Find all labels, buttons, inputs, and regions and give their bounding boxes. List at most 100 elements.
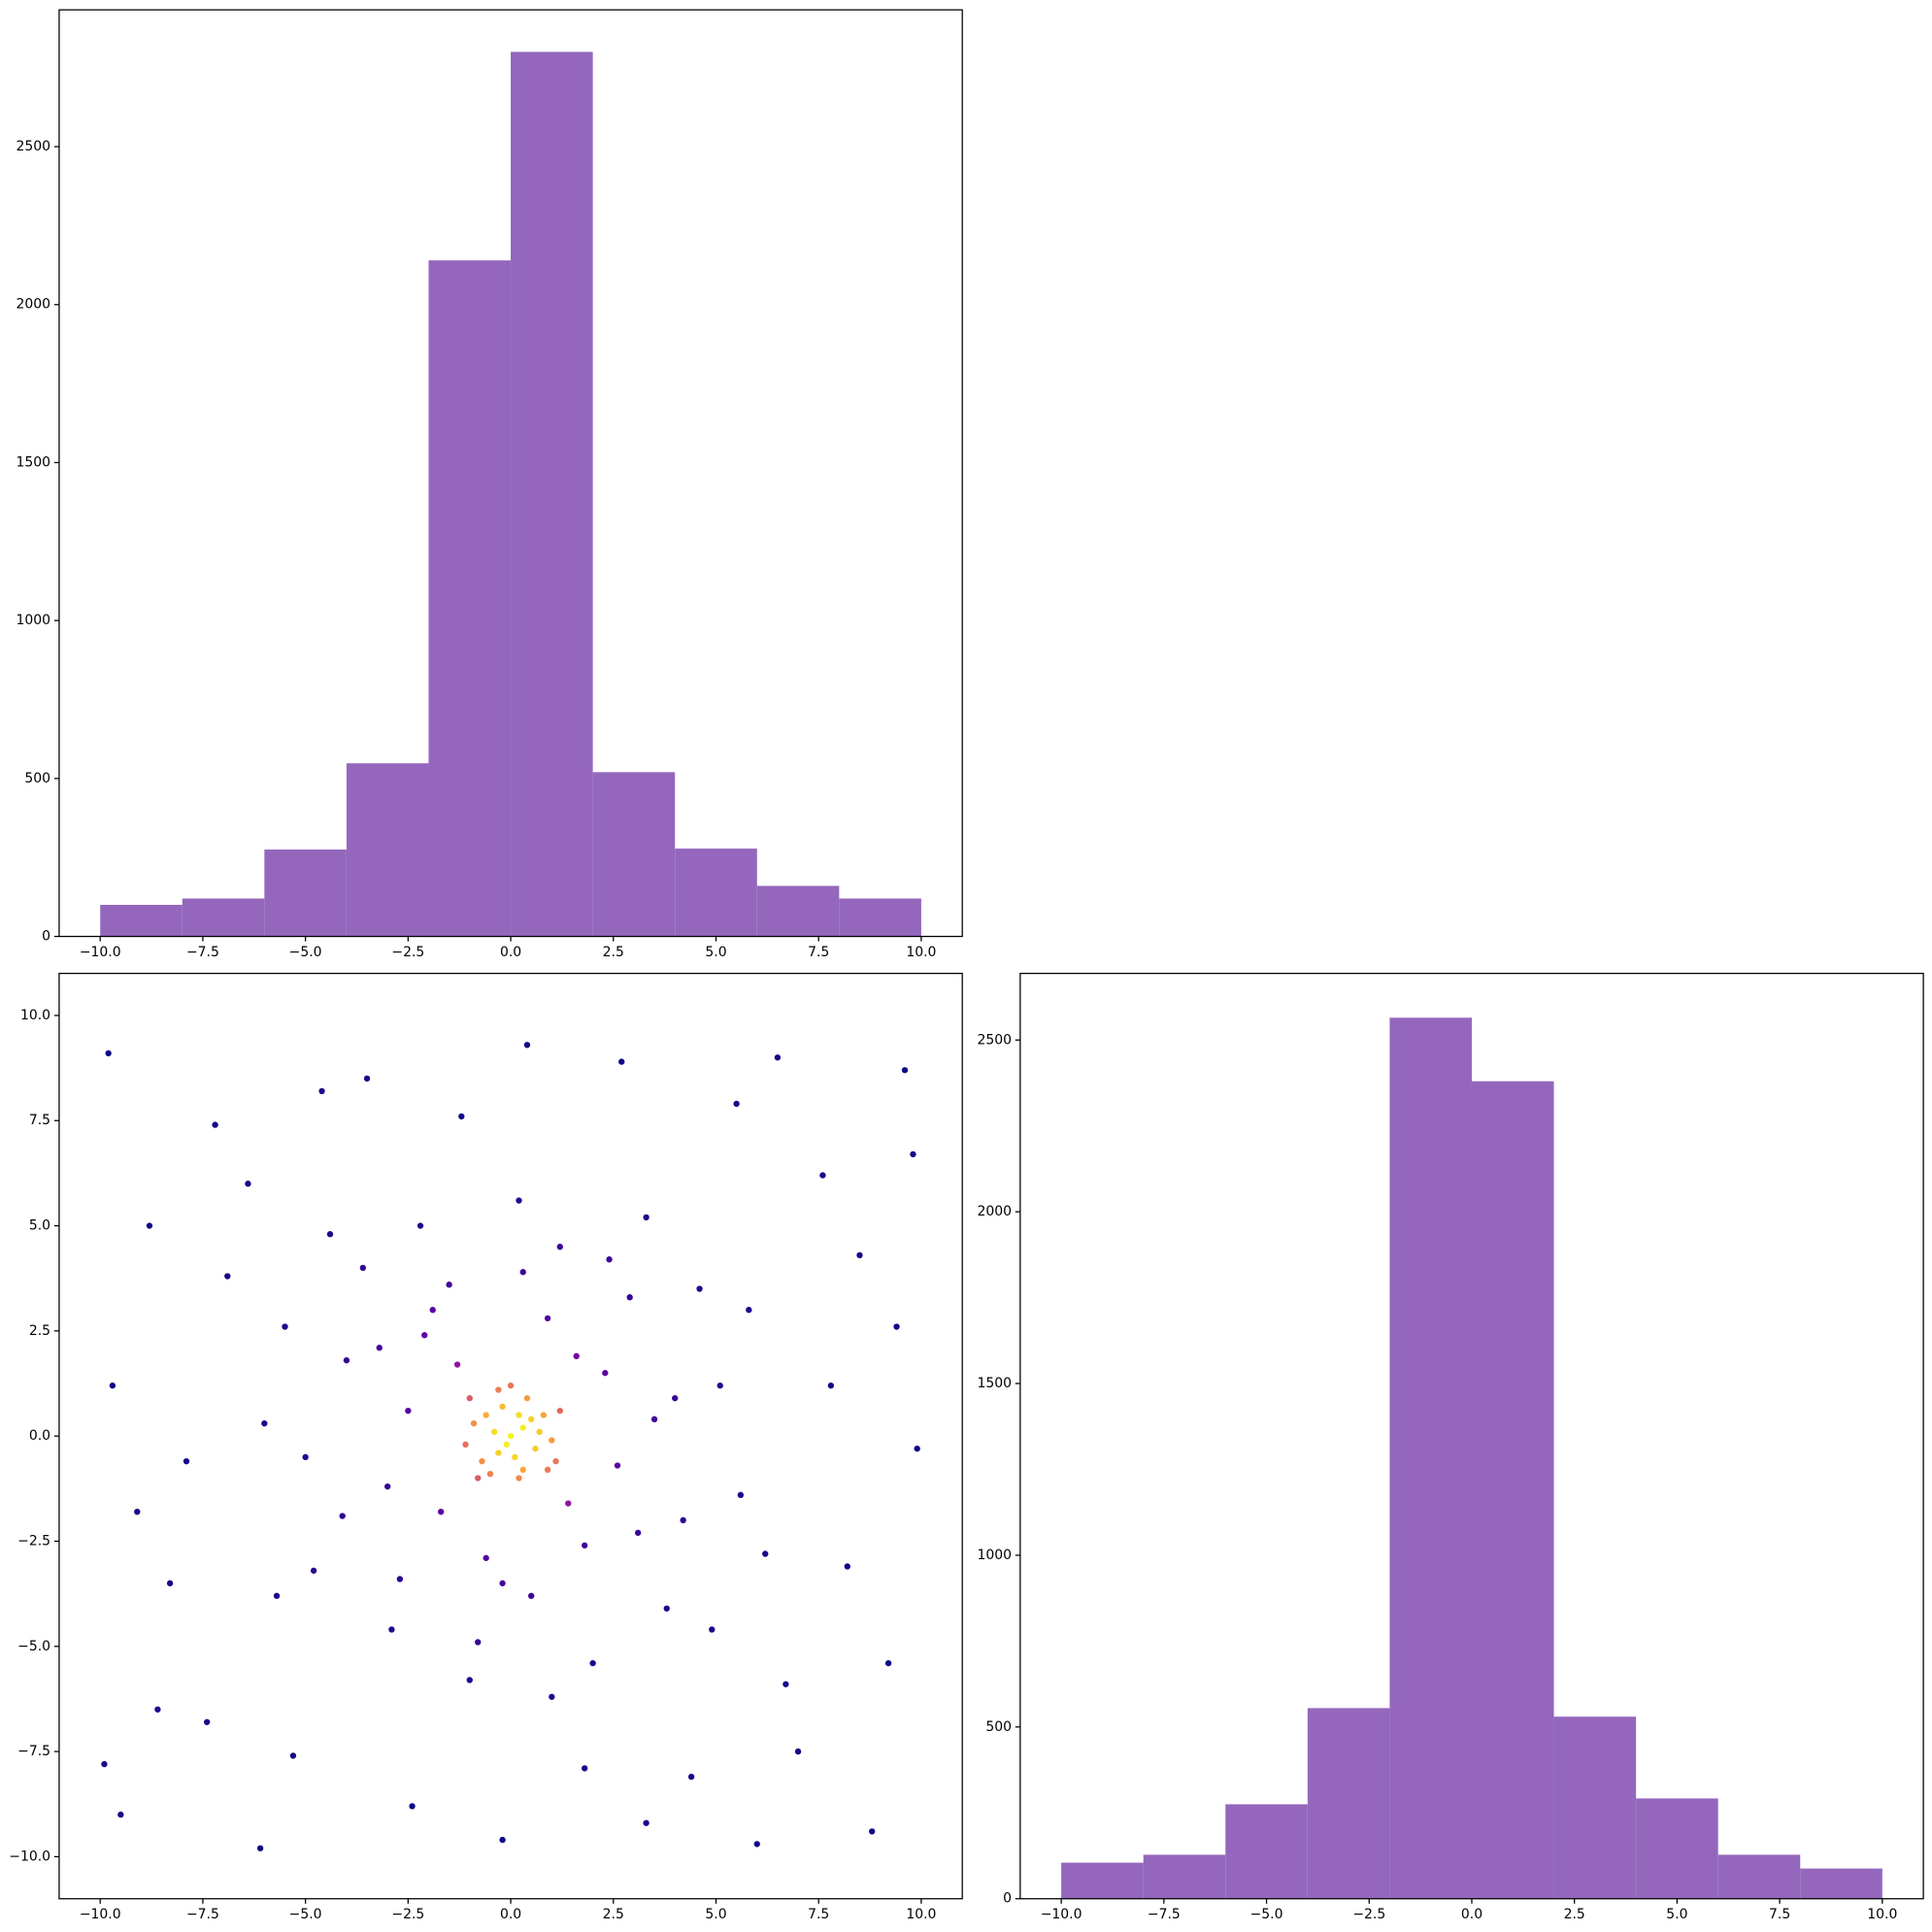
scatter-point bbox=[819, 1172, 826, 1179]
bar bbox=[182, 898, 265, 937]
x-tick-label: 7.5 bbox=[808, 1907, 829, 1922]
scatter-point bbox=[470, 1420, 478, 1427]
scatter-point bbox=[416, 1222, 424, 1229]
scatter-point bbox=[429, 1307, 436, 1314]
y-tick-label: 2500 bbox=[17, 139, 51, 154]
y-tick-label: −7.5 bbox=[17, 1744, 50, 1759]
scatter-point bbox=[483, 1412, 489, 1418]
x-tick-label: −5.0 bbox=[289, 945, 322, 960]
bar bbox=[592, 772, 676, 937]
scatter-point bbox=[396, 1576, 404, 1582]
scatter-point bbox=[388, 1626, 395, 1633]
y-tick-label: 1000 bbox=[17, 613, 51, 628]
scatter-point bbox=[282, 1323, 288, 1330]
y-tick-label: 2000 bbox=[977, 1204, 1012, 1219]
scatter-point bbox=[634, 1529, 642, 1536]
scatter-point bbox=[552, 1457, 559, 1465]
scatter-point bbox=[507, 1382, 515, 1389]
scatter-point bbox=[466, 1395, 473, 1402]
scatter-point bbox=[540, 1412, 548, 1418]
bar bbox=[675, 849, 757, 937]
y-tick-label: 2000 bbox=[17, 297, 51, 313]
bar bbox=[264, 849, 347, 937]
bar bbox=[100, 905, 183, 937]
x-tick-label: 0.0 bbox=[500, 1907, 521, 1922]
scatter-point bbox=[507, 1433, 515, 1440]
x-tick-label: −10.0 bbox=[80, 1907, 121, 1922]
scatter-point bbox=[528, 1416, 535, 1423]
scatter-point bbox=[844, 1563, 850, 1570]
scatter-point bbox=[893, 1323, 900, 1330]
scatter-point bbox=[523, 1395, 531, 1402]
scatter-point bbox=[544, 1315, 551, 1322]
x-tick-label: 7.5 bbox=[1769, 1907, 1790, 1922]
scatter-point bbox=[753, 1841, 760, 1848]
x-tick-label: 10.0 bbox=[906, 1907, 936, 1922]
bar bbox=[1143, 1854, 1226, 1899]
scatter-point bbox=[462, 1441, 469, 1449]
y-tick-label: 0 bbox=[1003, 1891, 1012, 1907]
x-tick-label: 5.0 bbox=[705, 945, 726, 960]
scatter-point bbox=[486, 1470, 494, 1478]
x-tick-label: −10.0 bbox=[80, 945, 121, 960]
y-tick-label: 5.0 bbox=[29, 1218, 50, 1234]
scatter-point bbox=[663, 1605, 670, 1612]
y-tick-label: 2500 bbox=[977, 1032, 1012, 1048]
scatter-point bbox=[556, 1408, 563, 1415]
scatter-point bbox=[856, 1251, 863, 1259]
x-tick-label: 5.0 bbox=[705, 1907, 726, 1922]
scatter-point bbox=[672, 1395, 679, 1402]
x-tick-label: 0.0 bbox=[500, 945, 521, 960]
scatter-point bbox=[109, 1382, 117, 1389]
bar bbox=[346, 763, 429, 937]
scatter-point bbox=[614, 1462, 621, 1469]
scatter-point bbox=[516, 1197, 522, 1204]
y-tick-label: 0 bbox=[42, 929, 50, 945]
x-tick-label: 2.5 bbox=[603, 945, 624, 960]
bar bbox=[756, 885, 840, 937]
x-tick-label: 2.5 bbox=[1564, 1907, 1585, 1922]
bar bbox=[428, 260, 512, 937]
y-tick-label: 1500 bbox=[17, 454, 51, 470]
scatter-point bbox=[503, 1441, 510, 1449]
scatter-point bbox=[626, 1294, 633, 1301]
scatter-point bbox=[363, 1075, 371, 1083]
scatter-point bbox=[565, 1500, 572, 1507]
scatter-point bbox=[421, 1332, 428, 1339]
bar bbox=[1307, 1708, 1390, 1899]
scatter-point bbox=[618, 1058, 625, 1065]
bar bbox=[1636, 1798, 1718, 1899]
scatter-point bbox=[544, 1466, 551, 1474]
scatter-point bbox=[453, 1361, 461, 1368]
scatter-point bbox=[650, 1416, 658, 1423]
scatter-point bbox=[289, 1752, 297, 1759]
x-tick-label: 5.0 bbox=[1666, 1907, 1687, 1922]
scatter-point bbox=[687, 1773, 695, 1781]
y-tick-label: −2.5 bbox=[17, 1533, 50, 1549]
x-tick-label: 0.0 bbox=[1461, 1907, 1482, 1922]
x-tick-label: 10.0 bbox=[1867, 1907, 1897, 1922]
scatter-point bbox=[549, 1693, 555, 1700]
scatter-point bbox=[409, 1803, 416, 1810]
scatter-point bbox=[256, 1845, 264, 1851]
scatter-point bbox=[884, 1659, 892, 1667]
x-tick-label: −10.0 bbox=[1041, 1907, 1083, 1922]
x-tick-label: 7.5 bbox=[808, 945, 829, 960]
bar bbox=[1061, 1862, 1144, 1899]
scatter-point bbox=[643, 1819, 650, 1826]
scatter-point bbox=[212, 1121, 218, 1128]
scatter-point bbox=[606, 1256, 613, 1263]
scatter-point bbox=[359, 1264, 367, 1272]
scatter-point bbox=[203, 1718, 211, 1725]
scatter-point bbox=[643, 1214, 650, 1221]
x-tick-label: −5.0 bbox=[1250, 1907, 1283, 1922]
scatter-point bbox=[224, 1273, 231, 1280]
x-tick-label: 10.0 bbox=[906, 945, 936, 960]
scatter-point bbox=[166, 1580, 174, 1586]
scatter-point bbox=[384, 1482, 391, 1490]
scatter-point bbox=[302, 1453, 309, 1461]
y-tick-label: 10.0 bbox=[20, 1008, 50, 1023]
scatter-point bbox=[602, 1370, 609, 1377]
scatter-point bbox=[101, 1760, 108, 1768]
scatter-point bbox=[827, 1382, 835, 1389]
